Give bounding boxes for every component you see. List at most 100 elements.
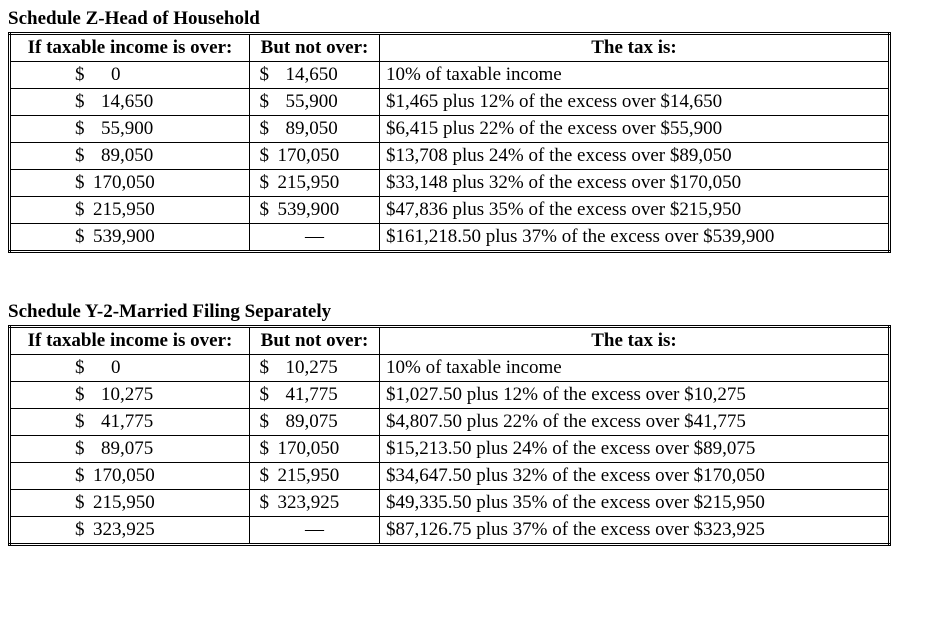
amount-value: 170,050 — [93, 465, 155, 486]
table-row: $0$10,27510% of taxable income — [10, 355, 890, 382]
amount-value: 14,650 — [101, 91, 153, 112]
schedule-title: Schedule Z-Head of Household — [8, 8, 922, 30]
cell-not-over: $89,075 — [250, 409, 380, 436]
dollar-sign: $ — [260, 91, 272, 113]
dollar-sign: $ — [75, 118, 87, 140]
amount-value: 215,950 — [93, 492, 155, 513]
cell-tax: $47,836 plus 35% of the excess over $215… — [380, 197, 890, 224]
amount-value: 55,900 — [286, 91, 338, 112]
cell-over: $41,775 — [10, 409, 250, 436]
amount-value: 55,900 — [101, 118, 153, 139]
column-header-over: If taxable income is over: — [10, 34, 250, 62]
dollar-sign: $ — [260, 438, 272, 460]
amount-value: 215,950 — [278, 172, 340, 193]
dollar-sign: $ — [75, 411, 87, 433]
table-row: $323,925 — $87,126.75 plus 37% of the exce… — [10, 517, 890, 545]
column-header-not_over: But not over: — [250, 34, 380, 62]
cell-tax: $161,218.50 plus 37% of the excess over … — [380, 224, 890, 252]
cell-over: $170,050 — [10, 463, 250, 490]
dollar-sign: $ — [75, 172, 87, 194]
amount-value: 10,275 — [286, 357, 338, 378]
cell-tax: $34,647.50 plus 32% of the excess over $… — [380, 463, 890, 490]
amount-value: 539,900 — [93, 226, 155, 247]
schedule-block: Schedule Y-2-Married Filing SeparatelyIf… — [8, 301, 922, 546]
cell-not-over: $10,275 — [250, 355, 380, 382]
dollar-sign: $ — [75, 384, 87, 406]
amount-value: 215,950 — [93, 199, 155, 220]
tax-table: If taxable income is over:But not over:T… — [8, 32, 891, 253]
dollar-sign: $ — [75, 519, 87, 541]
dollar-sign: $ — [75, 91, 87, 113]
dollar-sign: $ — [75, 492, 87, 514]
cell-over: $215,950 — [10, 490, 250, 517]
cell-tax: $49,335.50 plus 35% of the excess over $… — [380, 490, 890, 517]
schedule-title: Schedule Y-2-Married Filing Separately — [8, 301, 922, 323]
table-row: $170,050$215,950$33,148 plus 32% of the … — [10, 170, 890, 197]
table-row: $0 $14,65010% of taxable income — [10, 62, 890, 89]
amount-value: 41,775 — [101, 411, 153, 432]
amount-value: 10,275 — [101, 384, 153, 405]
dollar-sign: $ — [75, 199, 87, 221]
cell-over: $89,075 — [10, 436, 250, 463]
dollar-sign: $ — [75, 64, 87, 86]
amount-value: 539,900 — [278, 199, 340, 220]
table-row: $89,050 $170,050 $13,708 plus 24% of the e… — [10, 143, 890, 170]
cell-over: $539,900 — [10, 224, 250, 252]
amount-value: 89,075 — [101, 438, 153, 459]
dollar-sign: $ — [260, 64, 272, 86]
amount-value: 170,050 — [278, 145, 340, 166]
column-header-over: If taxable income is over: — [10, 327, 250, 355]
tax-table: If taxable income is over:But not over:T… — [8, 325, 891, 546]
dollar-sign: $ — [260, 492, 272, 514]
table-row: $41,775$89,075$4,807.50 plus 22% of the … — [10, 409, 890, 436]
table-row: $55,900$89,050$6,415 plus 22% of the exc… — [10, 116, 890, 143]
amount-value: 215,950 — [278, 465, 340, 486]
cell-tax: 10% of taxable income — [380, 355, 890, 382]
amount-value: 41,775 — [286, 384, 338, 405]
table-row: $10,275$41,775$1,027.50 plus 12% of the … — [10, 382, 890, 409]
amount-value: 89,075 — [286, 411, 338, 432]
amount-value: 0 — [111, 64, 121, 85]
cell-not-over: $89,050 — [250, 116, 380, 143]
table-row: $89,075$170,050$15,213.50 plus 24% of th… — [10, 436, 890, 463]
dollar-sign: $ — [260, 357, 272, 379]
column-header-tax: The tax is: — [380, 34, 890, 62]
cell-tax: 10% of taxable income — [380, 62, 890, 89]
cell-not-over: $170,050 — [250, 436, 380, 463]
table-row: $215,950$323,925$49,335.50 plus 35% of t… — [10, 490, 890, 517]
cell-not-over: $539,900 — [250, 197, 380, 224]
cell-over: $215,950 — [10, 197, 250, 224]
cell-not-over: $323,925 — [250, 490, 380, 517]
cell-over: $0 — [10, 355, 250, 382]
dollar-sign: $ — [260, 172, 272, 194]
cell-over: $89,050 — [10, 143, 250, 170]
cell-tax: $13,708 plus 24% of the excess over $89,… — [380, 143, 890, 170]
cell-not-over: $55,900 — [250, 89, 380, 116]
dollar-sign: $ — [75, 438, 87, 460]
cell-not-over: $14,650 — [250, 62, 380, 89]
cell-tax: $1,465 plus 12% of the excess over $14,6… — [380, 89, 890, 116]
schedule-block: Schedule Z-Head of HouseholdIf taxable i… — [8, 8, 922, 253]
cell-not-over: — — [250, 517, 380, 545]
table-row: $170,050$215,950$34,647.50 plus 32% of t… — [10, 463, 890, 490]
cell-over: $14,650 — [10, 89, 250, 116]
cell-tax: $87,126.75 plus 37% of the excess over $… — [380, 517, 890, 545]
dollar-sign: $ — [260, 199, 272, 221]
table-row: $215,950$539,900$47,836 plus 35% of the … — [10, 197, 890, 224]
cell-not-over: — — [250, 224, 380, 252]
amount-value: 323,925 — [93, 519, 155, 540]
amount-value: 170,050 — [93, 172, 155, 193]
cell-not-over: $215,950 — [250, 463, 380, 490]
cell-not-over: $41,775 — [250, 382, 380, 409]
dollar-sign: $ — [260, 145, 272, 167]
cell-over: $10,275 — [10, 382, 250, 409]
dollar-sign: $ — [75, 226, 87, 248]
cell-over: $170,050 — [10, 170, 250, 197]
cell-over: $323,925 — [10, 517, 250, 545]
dollar-sign: $ — [260, 384, 272, 406]
em-dash: — — [305, 519, 324, 540]
amount-value: 89,050 — [101, 145, 153, 166]
dollar-sign: $ — [260, 118, 272, 140]
column-header-tax: The tax is: — [380, 327, 890, 355]
cell-tax: $15,213.50 plus 24% of the excess over $… — [380, 436, 890, 463]
